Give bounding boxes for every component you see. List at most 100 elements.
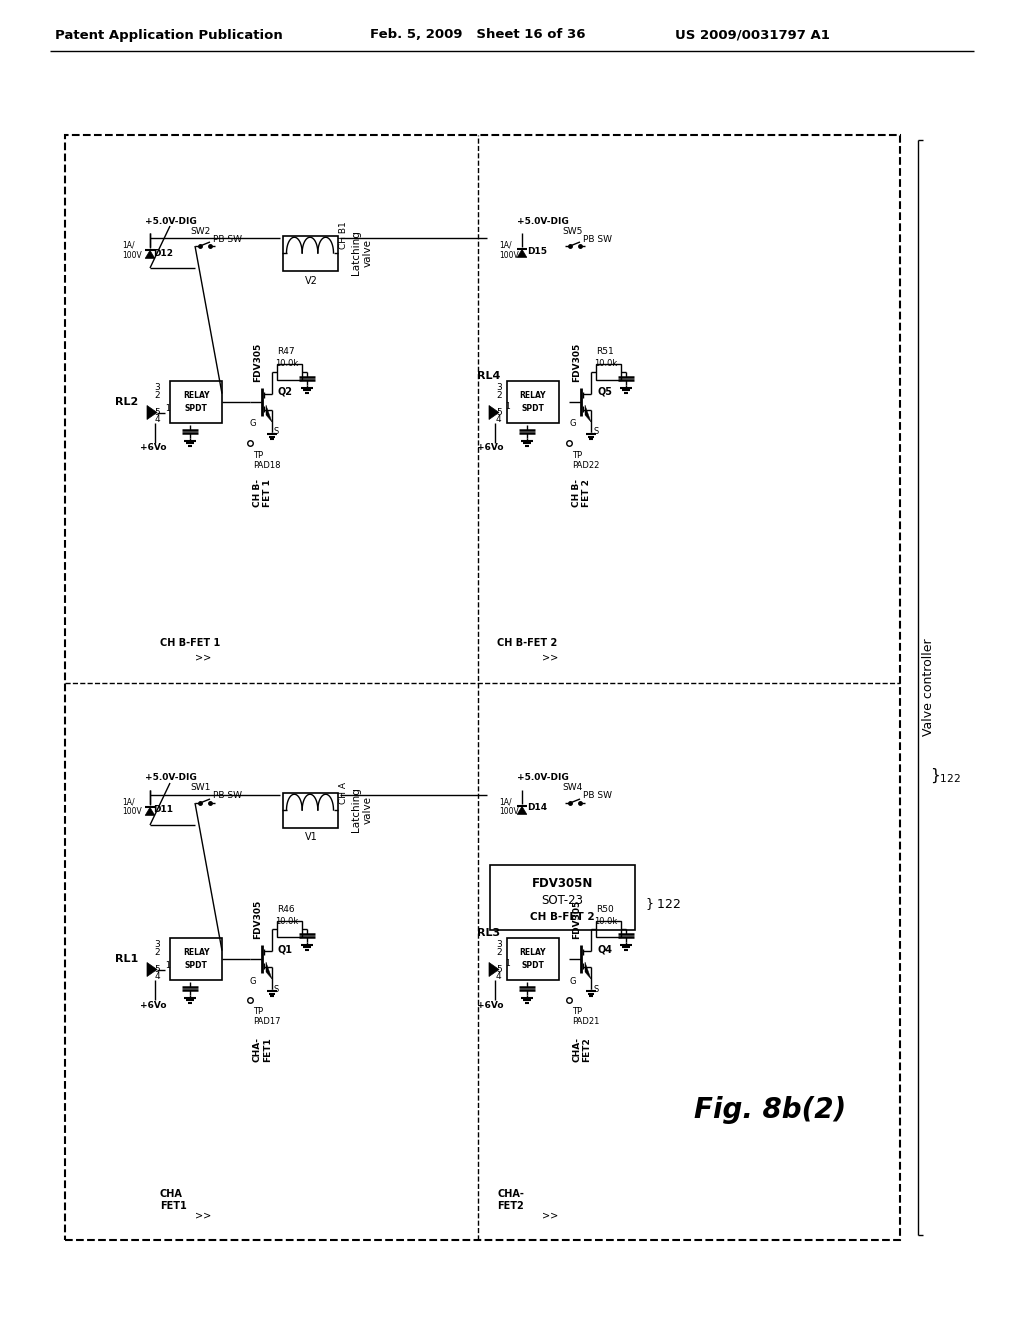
- Text: RL3: RL3: [477, 928, 500, 939]
- Text: 5: 5: [155, 965, 160, 974]
- Text: >>: >>: [195, 653, 211, 663]
- Text: CH A: CH A: [340, 781, 348, 804]
- Text: 100V: 100V: [499, 251, 519, 260]
- Text: 3: 3: [496, 940, 502, 949]
- Text: Q2: Q2: [278, 387, 293, 397]
- Text: SW5: SW5: [562, 227, 583, 235]
- Text: +5.0V-DIG: +5.0V-DIG: [517, 216, 568, 226]
- Bar: [596, 364, 621, 380]
- Text: Latching: Latching: [350, 231, 360, 276]
- Text: 4: 4: [496, 972, 502, 981]
- Text: TP: TP: [572, 1007, 582, 1016]
- Text: TP: TP: [572, 450, 582, 459]
- Text: valve: valve: [362, 796, 373, 824]
- Polygon shape: [147, 405, 157, 420]
- Polygon shape: [145, 808, 155, 816]
- Text: 5: 5: [496, 965, 502, 974]
- Text: G: G: [250, 420, 256, 429]
- Text: +5.0V-DIG: +5.0V-DIG: [145, 216, 197, 226]
- Text: 2: 2: [155, 391, 160, 400]
- Text: CHA-
FET2: CHA- FET2: [497, 1189, 524, 1210]
- Text: +6Vo: +6Vo: [140, 444, 167, 453]
- Text: Feb. 5, 2009   Sheet 16 of 36: Feb. 5, 2009 Sheet 16 of 36: [370, 29, 586, 41]
- Text: D14: D14: [527, 804, 547, 813]
- Text: 1: 1: [505, 958, 510, 968]
- Text: PB SW: PB SW: [213, 235, 242, 243]
- Polygon shape: [517, 807, 526, 814]
- Text: R46: R46: [278, 904, 295, 913]
- Text: SW4: SW4: [562, 784, 583, 792]
- Text: PAD22: PAD22: [572, 461, 599, 470]
- Text: CH B1: CH B1: [340, 222, 348, 249]
- Text: CHA-
FET2: CHA- FET2: [572, 1038, 592, 1063]
- Text: $\}_{122}$: $\}_{122}$: [930, 767, 962, 785]
- Text: +5.0V-DIG: +5.0V-DIG: [145, 774, 197, 783]
- Text: Latching: Latching: [350, 788, 360, 833]
- Text: D11: D11: [153, 805, 173, 814]
- Text: SPDT: SPDT: [184, 404, 208, 413]
- Text: V1: V1: [305, 833, 317, 842]
- Text: 10.0k: 10.0k: [594, 916, 617, 925]
- Text: PB SW: PB SW: [583, 235, 612, 243]
- Text: SW1: SW1: [190, 784, 210, 792]
- Text: +6Vo: +6Vo: [140, 1001, 167, 1010]
- Text: CH B-FET 1: CH B-FET 1: [160, 638, 220, 648]
- Text: S: S: [274, 985, 280, 994]
- Text: 1A/: 1A/: [122, 797, 134, 807]
- Text: FDV305N: FDV305N: [531, 876, 593, 890]
- Text: 100V: 100V: [499, 808, 519, 817]
- Polygon shape: [489, 405, 499, 420]
- Bar: [65, 135, 900, 1239]
- Text: Valve controller: Valve controller: [922, 639, 935, 737]
- Text: TP: TP: [253, 1007, 263, 1016]
- Text: RELAY: RELAY: [520, 948, 546, 957]
- Text: >>: >>: [542, 1210, 558, 1220]
- Text: G: G: [250, 977, 256, 986]
- Text: $\}$ 122: $\}$ 122: [645, 896, 681, 912]
- Text: 10.0k: 10.0k: [275, 916, 298, 925]
- Bar: [278, 364, 302, 380]
- Text: R51: R51: [596, 347, 613, 356]
- Text: R50: R50: [596, 904, 613, 913]
- Bar: [490, 865, 635, 931]
- Text: +6Vo: +6Vo: [477, 444, 504, 453]
- Text: S: S: [274, 428, 280, 437]
- Text: PAD21: PAD21: [572, 1018, 599, 1027]
- Bar: [278, 921, 302, 937]
- Text: CH B-FET 2: CH B-FET 2: [530, 912, 595, 921]
- Text: G: G: [569, 420, 575, 429]
- Text: CH B-
FET 1: CH B- FET 1: [253, 479, 272, 507]
- Text: Q4: Q4: [597, 944, 612, 954]
- Text: +6Vo: +6Vo: [477, 1001, 504, 1010]
- Text: 2: 2: [496, 948, 502, 957]
- Text: >>: >>: [195, 1210, 211, 1220]
- Text: TP: TP: [253, 450, 263, 459]
- Bar: [283, 792, 338, 828]
- Polygon shape: [517, 249, 526, 257]
- Text: 1A/: 1A/: [499, 240, 512, 249]
- Text: FDV305: FDV305: [572, 342, 581, 381]
- Polygon shape: [266, 962, 272, 979]
- Text: 100V: 100V: [122, 808, 141, 817]
- Bar: [170, 939, 222, 979]
- Text: PB SW: PB SW: [583, 792, 612, 800]
- Text: R47: R47: [278, 347, 295, 356]
- Text: D15: D15: [527, 247, 547, 256]
- Text: >>: >>: [542, 653, 558, 663]
- Text: PAD17: PAD17: [253, 1018, 281, 1027]
- Text: 5: 5: [496, 408, 502, 417]
- Text: 3: 3: [155, 940, 160, 949]
- Bar: [283, 235, 338, 271]
- Text: 1: 1: [166, 961, 170, 970]
- Text: 4: 4: [155, 972, 160, 981]
- Text: RL2: RL2: [115, 397, 138, 407]
- Text: RELAY: RELAY: [182, 391, 209, 400]
- Text: RELAY: RELAY: [182, 948, 209, 957]
- Text: RL1: RL1: [115, 954, 138, 964]
- Text: CHA
FET1: CHA FET1: [160, 1189, 186, 1210]
- Text: 1A/: 1A/: [122, 240, 134, 249]
- Text: FDV305: FDV305: [572, 899, 581, 939]
- Text: Fig. 8b(2): Fig. 8b(2): [694, 1096, 846, 1125]
- Text: V2: V2: [305, 276, 317, 285]
- Text: 3: 3: [496, 383, 502, 392]
